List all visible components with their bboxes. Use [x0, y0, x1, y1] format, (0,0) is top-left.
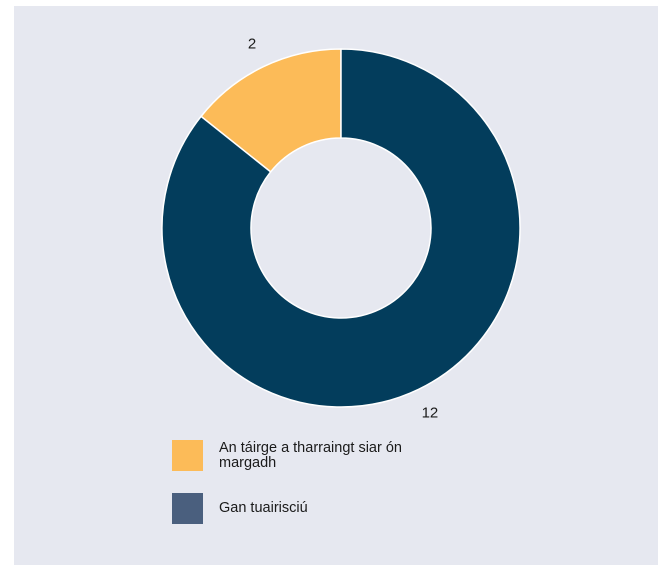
slice-not-reported — [161, 48, 521, 408]
data-label-withdrawn: 2 — [248, 35, 256, 52]
legend-swatch-not-reported — [172, 493, 203, 524]
legend-swatch-withdrawn — [172, 440, 203, 471]
chart-legend: An táirge a tharraingt siar ón margadh G… — [172, 440, 419, 546]
legend-label-not-reported: Gan tuairisciú — [219, 500, 308, 516]
data-label-not-reported: 12 — [422, 405, 439, 422]
legend-label-withdrawn: An táirge a tharraingt siar ón margadh — [219, 440, 402, 471]
legend-item-withdrawn: An táirge a tharraingt siar ón margadh — [172, 440, 419, 471]
donut-chart: 2 12 — [161, 35, 521, 422]
legend-item-not-reported: Gan tuairisciú — [172, 493, 419, 524]
